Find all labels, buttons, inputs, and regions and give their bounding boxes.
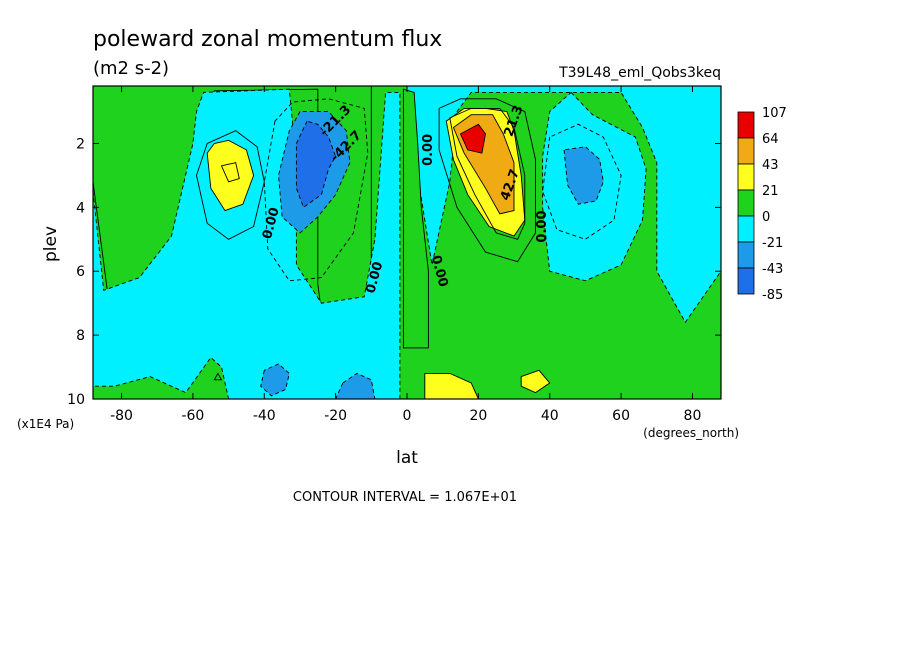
x-axis-label: lat: [396, 448, 418, 468]
colorbar-label: 21: [762, 184, 779, 199]
x-tick-label: -80: [110, 408, 133, 424]
contour-line-solid: [449, 107, 526, 240]
region-boundary: [459, 123, 486, 154]
colorbar-label: -21: [762, 236, 783, 251]
colorbar-swatch: [737, 241, 755, 269]
region-21_43: [521, 370, 550, 393]
region-boundary: [542, 91, 647, 282]
colorbar-label: 0: [762, 210, 770, 225]
colorbar-swatch: [737, 163, 755, 191]
region-21_43: [424, 373, 479, 399]
region--43_-21: [335, 373, 375, 399]
y-tick-label: 6: [76, 264, 85, 280]
contour-line-dashed: [542, 123, 622, 240]
x-tick-label: -20: [324, 408, 347, 424]
colorbar-label: -43: [762, 262, 783, 277]
contour-line-dashed: [263, 98, 369, 282]
region-lt_-43: [296, 121, 336, 208]
region--43_-21: [564, 146, 604, 205]
region-boundary: [335, 372, 376, 399]
filled-regions: [93, 86, 721, 399]
colorbar-label: -85: [762, 288, 783, 303]
y-axis-units: (x1E4 Pa): [17, 417, 74, 431]
x-axis-ticks: -80 -60 -40 -20 0 20 40 60 80: [110, 86, 701, 424]
colorbar-swatch: [737, 215, 755, 243]
region--21_0: [407, 86, 721, 323]
chart-title: poleward zonal momentum flux: [93, 27, 442, 52]
y-axis-ticks: 2 4 6 8 10: [67, 136, 721, 408]
contour-interval-note: CONTOUR INTERVAL = 1.067E+01: [293, 490, 517, 505]
colorbar-swatch: [737, 267, 755, 295]
y-tick-label: 10: [67, 392, 85, 408]
region-boundary: [563, 146, 604, 205]
y-tick-label: 2: [76, 136, 85, 152]
region--43_-21: [260, 363, 290, 396]
region-boundary: [278, 111, 351, 234]
region-boundary: [260, 363, 290, 397]
colorbar-swatch: [737, 111, 755, 139]
colorbar-swatch: [737, 137, 755, 165]
y-tick-label: 4: [76, 200, 85, 216]
x-tick-label: 80: [684, 408, 702, 424]
region-boundary: [406, 86, 721, 324]
contour-line-solid: [438, 98, 536, 263]
region-0_21: [403, 89, 429, 348]
x-tick-label: 20: [469, 408, 487, 424]
contour-label: 0.00: [535, 210, 550, 242]
contour-label: 0.00: [421, 134, 436, 166]
x-tick-label: -40: [253, 408, 276, 424]
x-tick-label: 40: [541, 408, 559, 424]
region-gt_64: [460, 124, 486, 154]
region-boundary: [520, 369, 551, 394]
region-boundary: [93, 88, 401, 399]
region-0_21: [93, 86, 372, 348]
colorbar: 107 64 43 21 0 -21 -43 -85: [737, 106, 787, 303]
contour-lines: [196, 98, 622, 381]
colorbar-label: 43: [762, 158, 779, 173]
region-21_43: [207, 140, 254, 211]
colorbar-swatch: [737, 189, 755, 217]
region--21_0: [93, 89, 400, 399]
region-boundary: [206, 139, 255, 212]
contour-line-solid: [213, 372, 223, 381]
chart-units: (m2 s-2): [93, 58, 169, 79]
x-tick-label: 0: [403, 408, 412, 424]
y-tick-label: 8: [76, 328, 85, 344]
x-axis-units: (degrees_north): [643, 426, 739, 440]
colorbar-label: 107: [762, 106, 787, 121]
run-label: T39L48_eml_Qobs3keq: [558, 65, 721, 81]
colorbar-label: 64: [762, 132, 779, 147]
y-axis-label: plev: [41, 226, 61, 262]
x-tick-label: -60: [181, 408, 204, 424]
region-boundary: [402, 88, 429, 349]
contour-line-solid: [196, 130, 265, 240]
region-boundary: [424, 372, 479, 399]
x-tick-label: 60: [612, 408, 630, 424]
region-boundary: [452, 114, 515, 215]
contour-line-solid: [220, 162, 240, 183]
